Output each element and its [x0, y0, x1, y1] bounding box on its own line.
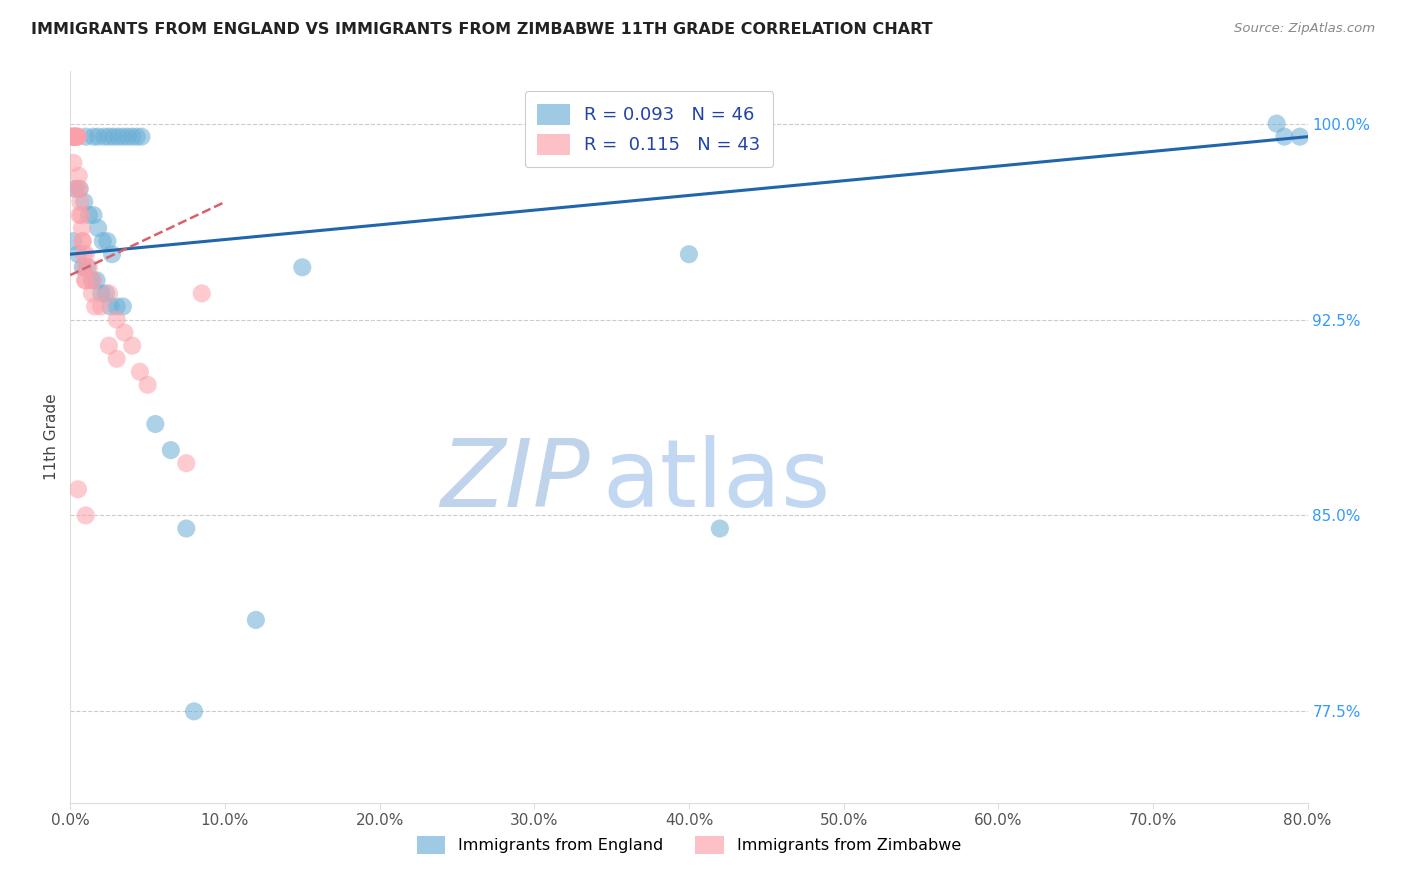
Y-axis label: 11th Grade: 11th Grade — [44, 393, 59, 481]
Point — [96, 234, 118, 248]
Point — [111, 300, 134, 314]
Point — [75, 508, 97, 523]
Point — [62, 155, 84, 169]
Point — [72, 260, 94, 275]
Point — [98, 286, 120, 301]
Point — [75, 273, 97, 287]
Point — [105, 312, 128, 326]
Point — [131, 129, 153, 144]
Point — [73, 260, 96, 275]
Point — [67, 247, 90, 261]
Point — [62, 129, 84, 144]
Point — [77, 208, 100, 222]
Point — [65, 182, 87, 196]
Point — [1265, 117, 1288, 131]
Point — [121, 129, 143, 144]
Point — [117, 129, 139, 144]
Point — [67, 483, 90, 497]
Point — [174, 456, 197, 470]
Point — [73, 273, 96, 287]
Point — [107, 129, 129, 144]
Point — [86, 273, 108, 287]
Point — [98, 339, 120, 353]
Point — [65, 129, 87, 144]
Point — [60, 129, 83, 144]
Point — [145, 417, 166, 431]
Point — [82, 208, 105, 222]
Point — [94, 286, 117, 301]
Point — [87, 221, 110, 235]
Text: ZIP: ZIP — [440, 435, 591, 526]
Point — [1289, 129, 1312, 144]
Point — [75, 247, 97, 261]
Text: IMMIGRANTS FROM ENGLAND VS IMMIGRANTS FROM ZIMBABWE 11TH GRADE CORRELATION CHART: IMMIGRANTS FROM ENGLAND VS IMMIGRANTS FR… — [31, 22, 932, 37]
Point — [98, 129, 120, 144]
Point — [91, 234, 114, 248]
Point — [90, 300, 112, 314]
Point — [87, 129, 110, 144]
Point — [678, 247, 700, 261]
Point — [160, 443, 183, 458]
Point — [63, 129, 86, 144]
Point — [67, 169, 90, 183]
Point — [76, 260, 98, 275]
Point — [63, 182, 86, 196]
Point — [65, 129, 87, 144]
Point — [67, 129, 90, 144]
Point — [80, 273, 103, 287]
Point — [77, 260, 100, 275]
Point — [93, 129, 115, 144]
Text: Source: ZipAtlas.com: Source: ZipAtlas.com — [1234, 22, 1375, 36]
Point — [125, 129, 148, 144]
Point — [66, 129, 89, 144]
Point — [69, 194, 91, 209]
Point — [136, 377, 159, 392]
Point — [709, 522, 731, 536]
Point — [1274, 129, 1296, 144]
Point — [111, 129, 134, 144]
Point — [174, 522, 197, 536]
Point — [72, 234, 94, 248]
Point — [69, 208, 91, 222]
Point — [100, 300, 122, 314]
Point — [75, 129, 97, 144]
Point — [183, 705, 205, 719]
Point — [69, 182, 91, 196]
Point — [105, 351, 128, 366]
Point — [114, 326, 135, 340]
Point — [70, 221, 93, 235]
Legend: Immigrants from England, Immigrants from Zimbabwe: Immigrants from England, Immigrants from… — [411, 830, 967, 861]
Point — [103, 129, 125, 144]
Point — [69, 182, 91, 196]
Point — [245, 613, 267, 627]
Text: atlas: atlas — [602, 435, 831, 527]
Point — [62, 129, 84, 144]
Point — [291, 260, 314, 275]
Point — [72, 247, 94, 261]
Point — [105, 300, 128, 314]
Point — [82, 129, 105, 144]
Point — [84, 300, 107, 314]
Point — [63, 129, 86, 144]
Point — [70, 208, 93, 222]
Point — [101, 247, 124, 261]
Point — [129, 365, 152, 379]
Point — [72, 234, 94, 248]
Point — [82, 273, 105, 287]
Point — [90, 286, 112, 301]
Point — [62, 234, 84, 248]
Point — [80, 286, 103, 301]
Point — [191, 286, 214, 301]
Point — [60, 129, 83, 144]
Point — [121, 339, 143, 353]
Point — [73, 194, 96, 209]
